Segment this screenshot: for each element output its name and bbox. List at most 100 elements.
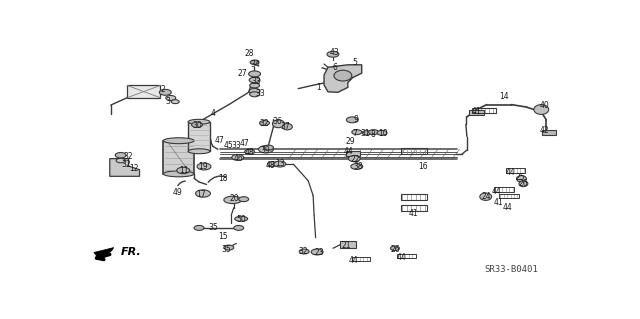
Polygon shape [127, 85, 161, 98]
Circle shape [268, 162, 277, 167]
Text: 32: 32 [298, 248, 308, 256]
Text: FR.: FR. [121, 247, 141, 257]
Text: 7: 7 [353, 129, 357, 138]
Circle shape [159, 89, 172, 95]
Bar [401, 194, 428, 200]
Ellipse shape [188, 119, 210, 124]
Text: 37: 37 [280, 122, 290, 131]
Circle shape [250, 60, 259, 64]
Text: 25: 25 [516, 173, 525, 182]
Text: 43: 43 [330, 48, 339, 57]
Text: 39: 39 [260, 145, 270, 154]
Circle shape [259, 145, 273, 153]
Text: 16: 16 [418, 161, 428, 171]
Text: 8: 8 [371, 130, 375, 138]
Text: SR33-B0401: SR33-B0401 [484, 264, 538, 274]
Polygon shape [110, 159, 140, 176]
Text: 29: 29 [346, 137, 355, 146]
Text: 13: 13 [275, 159, 285, 168]
Bar [506, 168, 525, 173]
Bar [469, 110, 484, 115]
Text: 49: 49 [172, 188, 182, 197]
Text: 41: 41 [408, 209, 418, 218]
Circle shape [250, 92, 260, 97]
Ellipse shape [282, 123, 292, 130]
Text: 21: 21 [341, 241, 351, 250]
Text: 48: 48 [244, 148, 254, 157]
Bar [188, 122, 210, 151]
Circle shape [249, 88, 260, 94]
Ellipse shape [163, 138, 194, 144]
Text: 5: 5 [353, 58, 358, 67]
Text: 22: 22 [350, 155, 360, 164]
Circle shape [260, 121, 269, 125]
Text: 35: 35 [208, 223, 218, 232]
Bar [163, 141, 194, 174]
Text: 46: 46 [234, 154, 244, 163]
Circle shape [348, 156, 360, 162]
Text: 26: 26 [518, 179, 528, 188]
Bar [340, 241, 356, 248]
Text: 9: 9 [353, 115, 358, 124]
Ellipse shape [480, 193, 492, 200]
Bar [542, 130, 556, 135]
Text: 32: 32 [122, 160, 131, 168]
Circle shape [352, 130, 362, 135]
Bar [397, 254, 416, 258]
Text: 33: 33 [232, 141, 242, 150]
Polygon shape [94, 248, 114, 260]
Circle shape [234, 226, 244, 230]
Ellipse shape [163, 171, 194, 177]
Circle shape [177, 167, 189, 174]
Circle shape [224, 245, 234, 250]
Text: 44: 44 [349, 256, 358, 265]
Ellipse shape [188, 149, 210, 154]
Text: 28: 28 [245, 49, 254, 58]
Circle shape [239, 197, 249, 202]
Circle shape [249, 77, 260, 83]
Circle shape [196, 190, 211, 197]
Circle shape [232, 154, 244, 160]
Circle shape [300, 249, 309, 254]
Text: 42: 42 [540, 126, 549, 135]
Text: 26: 26 [390, 245, 400, 254]
Text: 36: 36 [272, 117, 282, 126]
Text: 41: 41 [472, 108, 482, 116]
Text: 14: 14 [499, 92, 509, 101]
Ellipse shape [519, 181, 528, 187]
Text: 44: 44 [492, 187, 502, 196]
Ellipse shape [235, 216, 248, 221]
Ellipse shape [224, 196, 242, 204]
Bar [472, 108, 495, 113]
Ellipse shape [273, 120, 284, 128]
Circle shape [264, 145, 273, 150]
Text: 18: 18 [219, 174, 228, 183]
Text: 45: 45 [223, 141, 233, 150]
Ellipse shape [334, 70, 352, 81]
Text: 6: 6 [332, 63, 337, 72]
Circle shape [194, 226, 204, 230]
Text: 38: 38 [353, 162, 363, 171]
Text: 31: 31 [361, 129, 371, 137]
Circle shape [115, 152, 126, 158]
Circle shape [369, 130, 379, 135]
Text: 3: 3 [166, 97, 171, 106]
Circle shape [248, 71, 260, 77]
Text: 47: 47 [240, 139, 250, 148]
Circle shape [166, 95, 176, 100]
Bar [352, 257, 370, 261]
Text: 44: 44 [397, 253, 407, 262]
Circle shape [197, 163, 211, 170]
Text: 35: 35 [221, 245, 231, 254]
Text: 41: 41 [493, 198, 503, 207]
Circle shape [327, 51, 339, 57]
Bar [499, 194, 519, 198]
Circle shape [351, 164, 363, 169]
Text: 47: 47 [214, 137, 224, 145]
Circle shape [311, 249, 323, 255]
Text: 20: 20 [230, 194, 239, 203]
Circle shape [250, 83, 260, 88]
Text: 44: 44 [506, 168, 515, 177]
Circle shape [244, 149, 255, 154]
Ellipse shape [516, 175, 527, 182]
